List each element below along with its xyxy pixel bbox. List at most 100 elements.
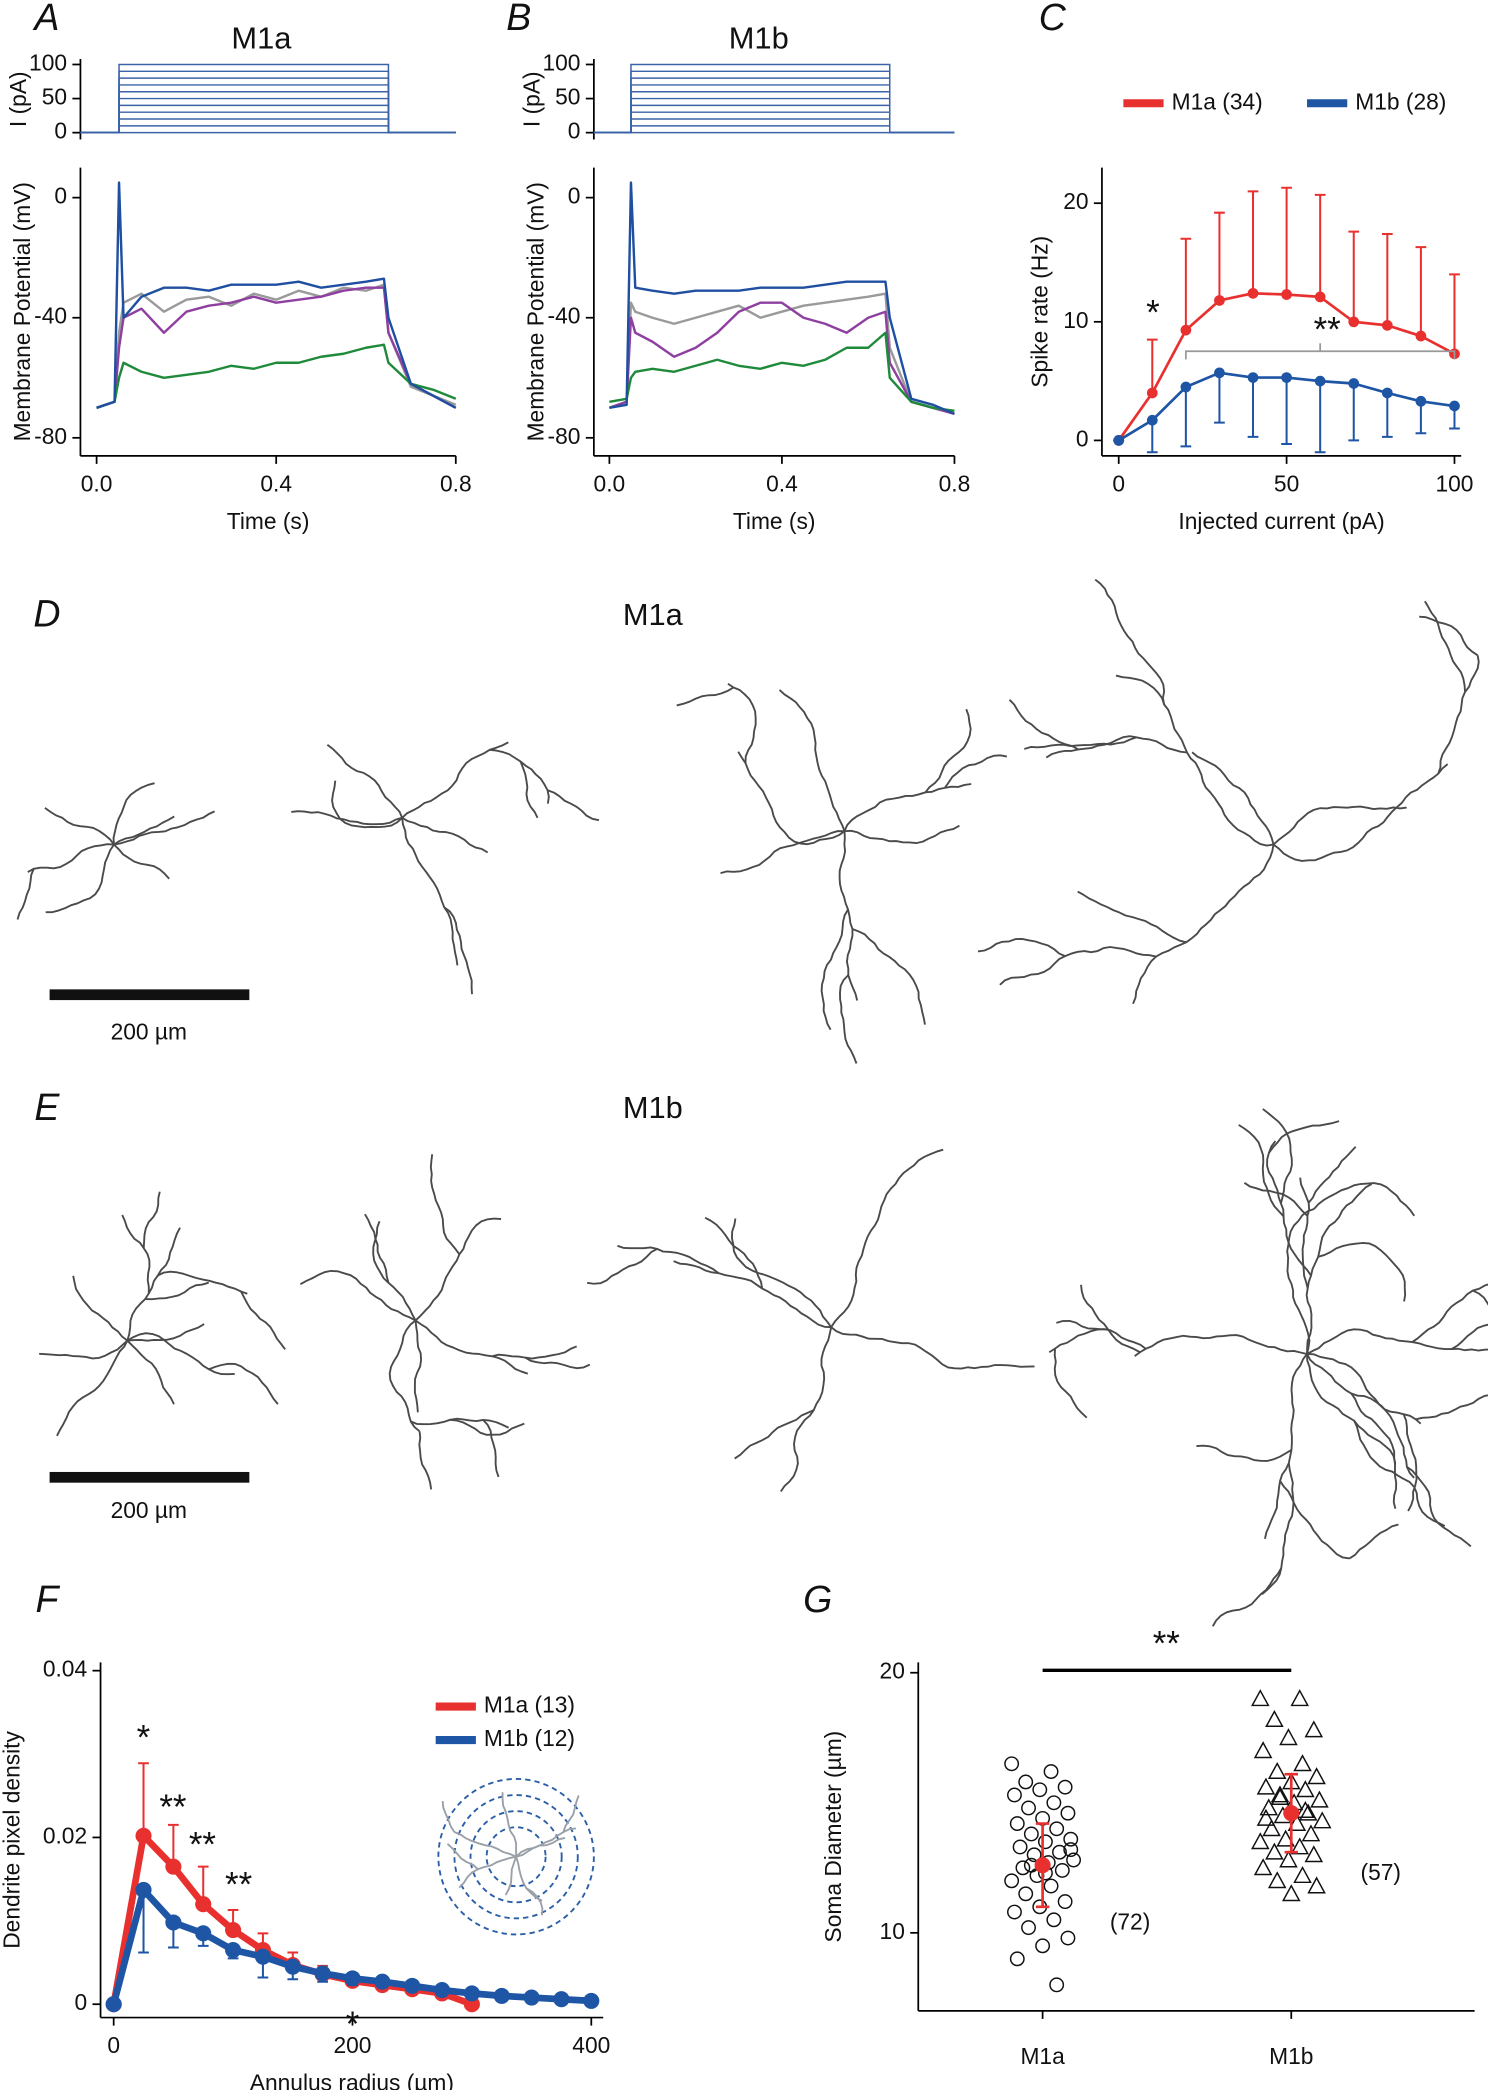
y-tick-label: -40 bbox=[34, 303, 67, 329]
dendrite bbox=[501, 1792, 518, 1857]
stim-y-tick-label: 0 bbox=[568, 118, 581, 144]
error-bar bbox=[1146, 338, 1158, 393]
data-point bbox=[1301, 1824, 1321, 1842]
stim-y-tick-label: 50 bbox=[555, 84, 580, 110]
data-point bbox=[1270, 1785, 1290, 1803]
y-axis-label: Membrane Potential (mV) bbox=[9, 182, 35, 441]
data-point bbox=[1060, 1930, 1076, 1946]
dendrite bbox=[113, 815, 175, 846]
data-point bbox=[1052, 1844, 1067, 1860]
data-point bbox=[493, 1987, 510, 2004]
significance-label: ** bbox=[225, 1866, 253, 1905]
dendrite bbox=[429, 1154, 461, 1255]
dendrite bbox=[617, 1244, 720, 1274]
dendrite bbox=[830, 1326, 1035, 1370]
x-tick-label: M1a bbox=[1020, 2043, 1065, 2069]
data-point bbox=[1348, 316, 1360, 328]
dendrite bbox=[44, 807, 115, 846]
data-point bbox=[195, 1925, 212, 1942]
data-point bbox=[1009, 1816, 1025, 1832]
dendrite bbox=[1299, 1177, 1311, 1289]
data-point bbox=[1281, 289, 1292, 300]
data-point bbox=[1253, 1741, 1273, 1759]
error-bar bbox=[1415, 246, 1427, 337]
scale-label: 200 µm bbox=[111, 1019, 187, 1045]
dendrite bbox=[734, 1409, 815, 1460]
y-tick-label: 10 bbox=[880, 1918, 905, 1944]
y-tick-label: 10 bbox=[1063, 307, 1088, 333]
dendrite bbox=[1313, 1182, 1416, 1217]
dendrite bbox=[1402, 1413, 1418, 1512]
panel-label: D bbox=[33, 593, 60, 635]
dendrite bbox=[844, 824, 960, 845]
data-line bbox=[609, 181, 955, 415]
stim-y-tick-label: 50 bbox=[42, 84, 67, 110]
stim-y-label: I (pA) bbox=[519, 71, 545, 127]
dendrite bbox=[1196, 1444, 1292, 1462]
data-point bbox=[225, 1941, 242, 1959]
panel-title: M1a bbox=[231, 20, 292, 55]
dendrite bbox=[56, 1340, 129, 1437]
x-tick-label: 0.8 bbox=[939, 470, 971, 496]
dendrite bbox=[843, 783, 972, 832]
data-point bbox=[1262, 1819, 1281, 1837]
dendrite bbox=[720, 830, 845, 875]
neuron-tracing bbox=[977, 578, 1480, 1005]
dendrite bbox=[1286, 1208, 1315, 1355]
data-point bbox=[195, 1896, 212, 1913]
n-label: (72) bbox=[1110, 1909, 1151, 1935]
data-point bbox=[1348, 378, 1360, 389]
data-point bbox=[1281, 372, 1292, 383]
dendrite bbox=[1305, 1183, 1373, 1355]
mean-point bbox=[1283, 1805, 1300, 1822]
data-line bbox=[96, 286, 457, 409]
dendrite bbox=[830, 1148, 944, 1328]
dendrite bbox=[126, 1227, 181, 1341]
significance-label: * bbox=[346, 2005, 360, 2044]
data-point bbox=[1026, 1847, 1042, 1863]
y-tick-label: -40 bbox=[548, 303, 581, 329]
error-bar bbox=[1314, 193, 1326, 297]
x-tick-label: 0.4 bbox=[766, 470, 798, 496]
dendrite bbox=[482, 1419, 500, 1478]
data-point bbox=[1015, 1860, 1031, 1876]
dendrite bbox=[1191, 751, 1275, 845]
dendrite bbox=[737, 751, 846, 846]
panel-label: F bbox=[35, 1578, 60, 1620]
dendrite bbox=[1261, 1462, 1295, 1596]
dendrite bbox=[838, 831, 859, 1001]
dendrite bbox=[1306, 1328, 1488, 1355]
data-point bbox=[1054, 1862, 1070, 1878]
dendrite bbox=[1415, 1394, 1488, 1421]
data-point bbox=[1063, 1842, 1079, 1858]
error-bar bbox=[1381, 233, 1393, 326]
x-axis-label: Time (s) bbox=[227, 508, 310, 534]
data-point bbox=[105, 1996, 122, 2013]
dendrite bbox=[676, 686, 735, 707]
dendrite bbox=[1045, 735, 1188, 759]
stim-y-tick-label: 100 bbox=[542, 50, 580, 76]
x-axis-label: Annulus radius (µm) bbox=[250, 2070, 454, 2090]
dendrite bbox=[1272, 763, 1449, 862]
x-axis-label: Injected current (pA) bbox=[1178, 508, 1384, 534]
dendrite bbox=[547, 789, 600, 822]
significance-label: ** bbox=[159, 1788, 187, 1827]
data-point bbox=[135, 1827, 152, 1844]
dendrite bbox=[364, 1213, 390, 1284]
data-point bbox=[1415, 395, 1427, 407]
data-point bbox=[1304, 1845, 1324, 1863]
dendrite bbox=[1262, 1108, 1293, 1204]
dendrite bbox=[1353, 1420, 1446, 1527]
dendrite bbox=[1211, 1567, 1283, 1627]
neuron-tracing bbox=[16, 782, 216, 920]
dendrite bbox=[45, 844, 115, 914]
neuron-tracing bbox=[39, 1191, 286, 1437]
dendrite bbox=[1132, 844, 1275, 1005]
dendrite bbox=[491, 1345, 578, 1360]
data-point bbox=[1381, 387, 1393, 399]
y-tick-label: -80 bbox=[34, 423, 67, 449]
x-tick-label: 200 bbox=[333, 2032, 371, 2058]
error-bar bbox=[1449, 273, 1460, 354]
scale-bar bbox=[49, 989, 250, 1001]
dendrite bbox=[587, 1248, 658, 1285]
